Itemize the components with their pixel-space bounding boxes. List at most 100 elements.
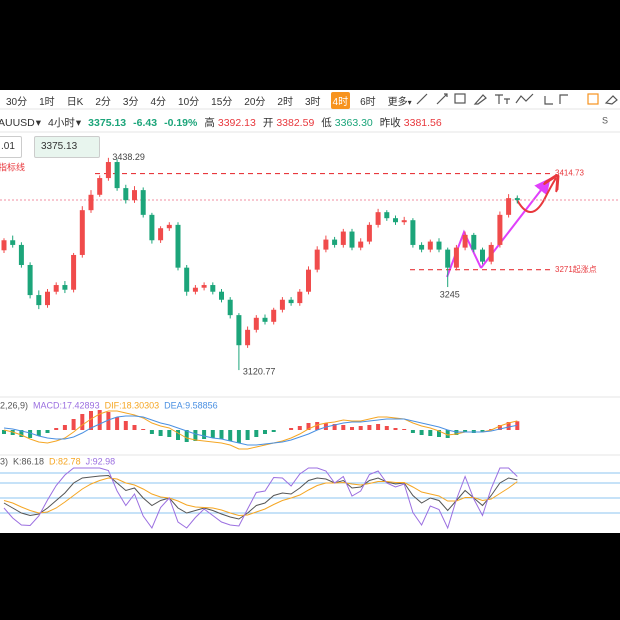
- candle-body: [375, 212, 381, 225]
- change: -6.43: [133, 116, 158, 129]
- stat-value: 3381.56: [403, 116, 442, 129]
- interval-button[interactable]: 10分: [178, 96, 200, 108]
- macd-bar: [45, 430, 50, 433]
- candle-body: [306, 269, 311, 292]
- candle-body: [45, 291, 50, 306]
- interval-button[interactable]: 日K: [66, 96, 84, 108]
- drawing-tools[interactable]: [416, 93, 618, 105]
- candle-body: [358, 241, 364, 248]
- symbol[interactable]: AUUSD: [0, 116, 35, 129]
- macd-bar: [497, 425, 502, 430]
- macd-bar: [263, 430, 267, 434]
- macd-bar: [428, 430, 433, 436]
- stat-label: 高: [204, 117, 215, 129]
- macd-bar: [123, 421, 128, 430]
- interval-button[interactable]: 30分: [6, 96, 28, 108]
- macd-bar: [419, 430, 424, 435]
- pattern-arrow: [446, 229, 482, 278]
- candle-body: [18, 244, 24, 265]
- candle-body: [192, 287, 198, 292]
- macd-bar: [184, 430, 189, 442]
- macd-bar: [332, 424, 337, 430]
- candle-body: [410, 220, 416, 245]
- candle-body: [288, 299, 294, 304]
- macd-bar: [410, 430, 415, 433]
- candle-body: [123, 188, 129, 201]
- stat-label: 昨收: [379, 117, 401, 129]
- interval-button[interactable]: 2时: [277, 96, 293, 108]
- macd-bar: [71, 419, 76, 430]
- interval-button[interactable]: 2分: [95, 96, 111, 108]
- candle-body: [245, 329, 251, 346]
- candle-body: [314, 249, 320, 270]
- candle-body: [105, 162, 111, 179]
- interval-button[interactable]: 更多: [386, 92, 414, 109]
- candle-body: [445, 249, 451, 268]
- low-label: 3245: [440, 289, 460, 299]
- candle-body: [97, 178, 103, 195]
- macd-bar: [36, 430, 41, 436]
- macd-bar: [176, 430, 180, 440]
- stat-value: 3363.30: [334, 116, 373, 129]
- interval-button[interactable]: 3时: [304, 96, 321, 108]
- interval-button[interactable]: 3分: [122, 96, 139, 108]
- macd-bar: [480, 430, 485, 432]
- macd-label: MACD:17.42893: [33, 400, 100, 410]
- macd-bar: [245, 430, 250, 440]
- candle-body: [462, 234, 468, 248]
- macd-label: DEA:9.58856: [164, 400, 218, 410]
- candle-body: [53, 285, 59, 292]
- macd-bar: [358, 426, 363, 430]
- panel-icon[interactable]: S: [602, 115, 608, 125]
- price-box[interactable]: 3375.13: [34, 136, 100, 158]
- macd-bar: [402, 429, 407, 430]
- j-line: [3, 467, 518, 530]
- candle-body: [497, 214, 503, 245]
- macd-bar: [506, 422, 511, 430]
- macd-bar: [158, 430, 163, 436]
- interval[interactable]: 4小时: [48, 117, 75, 129]
- candle-body: [79, 210, 85, 255]
- macd-bar: [89, 411, 93, 430]
- macd-bar: [54, 428, 59, 430]
- macd-bar: [271, 430, 276, 432]
- macd-bar: [219, 430, 224, 439]
- macd-bar: [80, 414, 85, 430]
- interval-button[interactable]: 6时: [360, 96, 376, 108]
- interval-button[interactable]: 20分: [244, 96, 266, 108]
- macd-bar: [437, 430, 441, 437]
- stat-label: 低: [321, 117, 332, 129]
- candle-body: [471, 234, 477, 250]
- kdj-label: 3): [0, 456, 8, 466]
- macd-bar: [149, 430, 154, 434]
- candle-body: [384, 212, 390, 219]
- candle-body: [210, 285, 216, 292]
- macd-bar: [393, 428, 398, 430]
- macd-bar: [254, 430, 259, 437]
- candle-body: [297, 291, 303, 304]
- interval-button[interactable]: 1时: [39, 96, 55, 108]
- candle-body: [366, 224, 372, 242]
- candle-body: [506, 198, 512, 215]
- macd-bar: [306, 423, 311, 430]
- candle-body: [1, 240, 7, 251]
- price-box[interactable]: .01: [0, 136, 22, 158]
- candle-body: [140, 190, 146, 215]
- candle-body: [340, 231, 346, 245]
- candle-body: [27, 264, 33, 296]
- candle-body: [175, 224, 181, 268]
- candle-body: [201, 285, 207, 288]
- candle-body: [219, 291, 224, 300]
- candle-body: [453, 247, 459, 268]
- candle-body: [419, 244, 425, 250]
- macd-bar: [132, 425, 137, 430]
- level-label: 3414.73: [555, 169, 584, 178]
- candle-body: [166, 224, 172, 229]
- macd-bar: [445, 430, 450, 438]
- k-line: [3, 474, 518, 520]
- interval-button[interactable]: 4分: [150, 96, 167, 108]
- interval-button[interactable]: 15分: [211, 96, 233, 108]
- stat-label: 开: [262, 117, 274, 129]
- candle-body: [332, 239, 338, 245]
- interval-button[interactable]: 4时: [330, 91, 351, 109]
